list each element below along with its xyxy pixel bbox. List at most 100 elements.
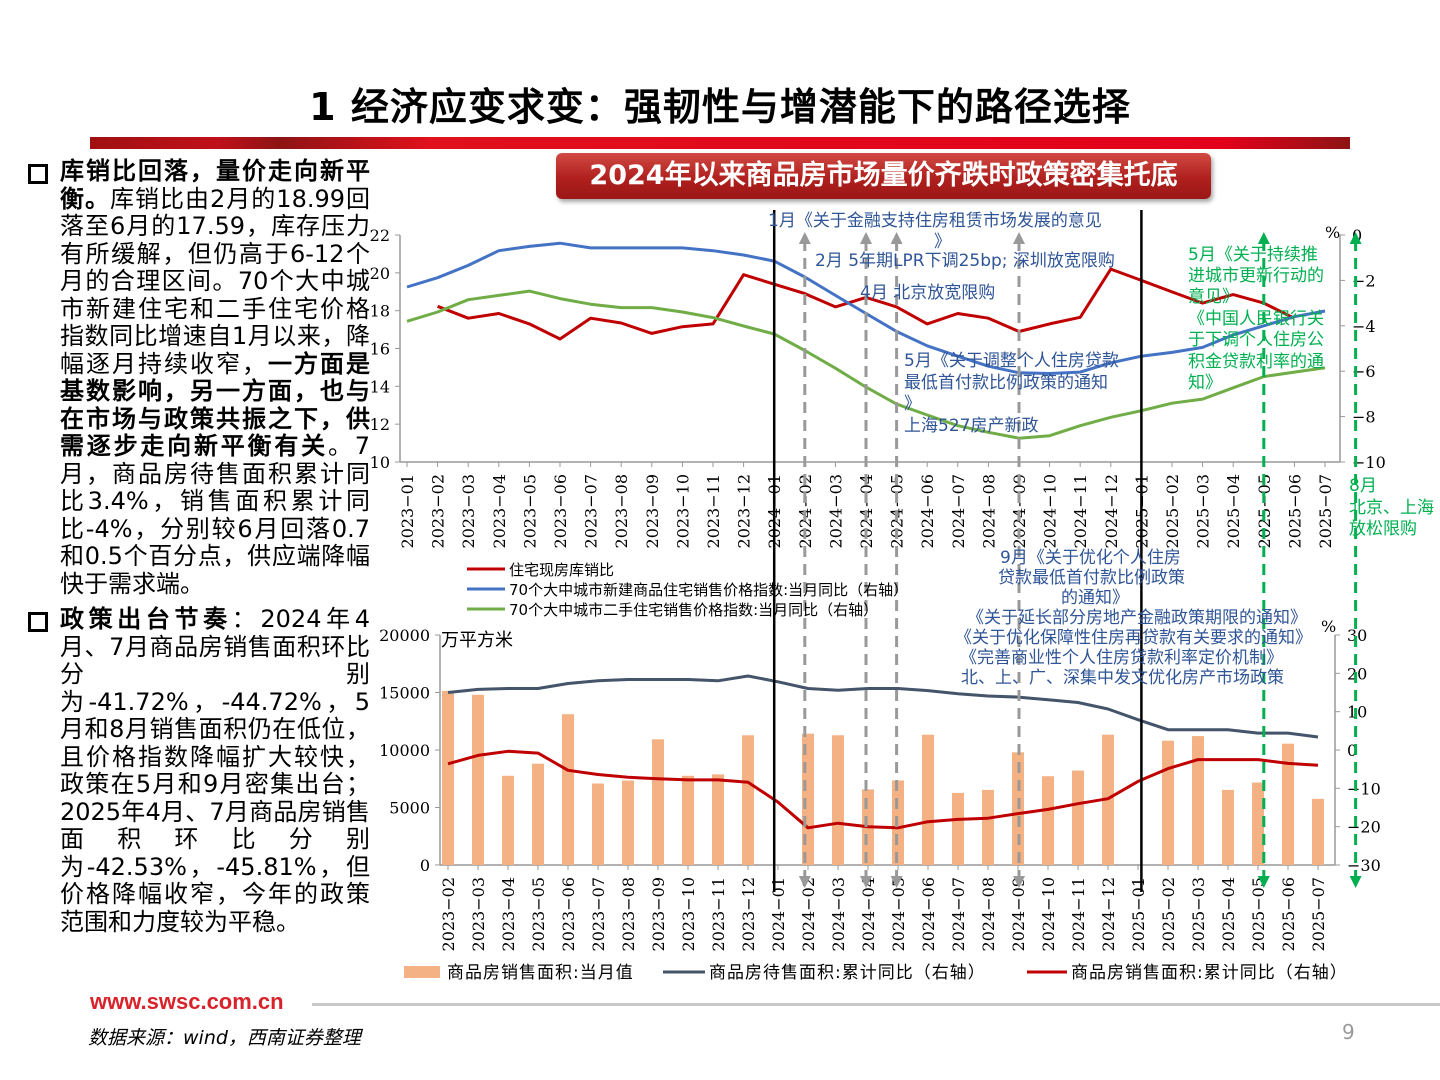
bar bbox=[1222, 789, 1234, 865]
x-tick-label: 2024−10 bbox=[1039, 877, 1058, 951]
x-tick-label: 2024−11 bbox=[1071, 474, 1090, 548]
annotation-may-2025: 意见》 bbox=[1188, 287, 1239, 307]
policy-marker-arrow-down-icon bbox=[860, 876, 872, 888]
x-tick-label: 2024−01 bbox=[769, 877, 788, 951]
y-tick-label: 20000 bbox=[379, 626, 430, 645]
legend-swatch-sales-area bbox=[404, 966, 440, 978]
annotation-sep-2024: 的通知》 bbox=[1061, 588, 1129, 608]
bar bbox=[1282, 743, 1294, 865]
x-tick-label: 2023−05 bbox=[520, 474, 539, 548]
x-tick-label: 2023−08 bbox=[619, 877, 638, 951]
y2-tick-label: −6 bbox=[1352, 362, 1376, 381]
y2-tick-label: −2 bbox=[1352, 271, 1376, 290]
y2-tick-label: −10 bbox=[1347, 779, 1381, 798]
legend-label: 商品房销售面积:当月值 bbox=[447, 963, 634, 983]
annotation-sep-2024-cities: 北、上、广、深集中发文优化房产市场政策 bbox=[961, 668, 1284, 688]
bar bbox=[442, 690, 454, 865]
paragraph-emphasis: 一方面是基数影响，另一方面，也与在市场与政策共振之下，供需逐步走向新平衡有关 bbox=[60, 349, 370, 460]
x-tick-label: 2024−09 bbox=[1009, 877, 1028, 951]
x-tick-label: 2023−03 bbox=[469, 877, 488, 951]
bar bbox=[712, 774, 724, 865]
annotation-sep-2024-extension: 《关于延长部分房地产金融政策期限的通知》 bbox=[967, 608, 1307, 628]
y-tick-label: 10000 bbox=[379, 741, 430, 760]
policy-marker-2025-arrow-up-icon bbox=[1349, 232, 1362, 244]
lower-chart: 0 5000 10000 15000 20000 −30 −20 −10 0 10 20 30 2023… bbox=[379, 626, 1381, 951]
paragraph-text: 。7月，商品房待售面积累计同比3.4%，销售面积累计同比-4%，分别较6月回落0… bbox=[60, 432, 370, 598]
y-tick-label: 0 bbox=[420, 856, 430, 875]
policy-markers bbox=[772, 210, 1362, 892]
x-tick-label: 2023−02 bbox=[429, 474, 448, 548]
y-tick-label: 16 bbox=[370, 340, 390, 359]
x-tick-label: 2024−10 bbox=[1041, 474, 1060, 548]
series-line bbox=[447, 674, 1319, 739]
title-divider-bar bbox=[90, 137, 1350, 149]
legend-label: 商品房待售面积:累计同比（右轴） bbox=[709, 963, 986, 983]
annotation-may-2024: 最低首付款比例政策的通知 bbox=[904, 373, 1108, 393]
x-tick-label: 2023−05 bbox=[529, 877, 548, 951]
policy-marker-2025-arrow-up-icon bbox=[1257, 232, 1270, 244]
bar bbox=[922, 734, 934, 865]
bar bbox=[592, 783, 604, 865]
bar bbox=[1312, 798, 1324, 865]
annotation-may-2025-pboc: 于下调个人住房公 bbox=[1188, 330, 1324, 350]
x-tick-label: 2023−11 bbox=[709, 877, 728, 951]
annotation-may-2025-pboc: 知》 bbox=[1188, 373, 1222, 393]
website-link[interactable]: www.swsc.com.cn bbox=[90, 989, 284, 1014]
x-tick-label: 2024−06 bbox=[919, 877, 938, 951]
data-source: 数据来源：wind，西南证券整理 bbox=[88, 1027, 361, 1049]
annotation-aug-2025: 北京、上海 bbox=[1349, 498, 1434, 518]
footer-divider bbox=[312, 1003, 1440, 1006]
x-tick-label: 2023−03 bbox=[459, 474, 478, 548]
x-tick-label: 2023−06 bbox=[559, 877, 578, 951]
bar bbox=[472, 694, 484, 865]
legend-label: 70个大中城市新建商品住宅销售价格指数:当月同比（右轴） bbox=[509, 581, 908, 599]
x-tick-label: 2025−03 bbox=[1189, 877, 1208, 951]
x-tick-label: 2023−04 bbox=[490, 474, 509, 548]
x-tick-label: 2025−06 bbox=[1279, 877, 1298, 951]
lower-y2-unit: % bbox=[1321, 617, 1336, 636]
legend-label: 70个大中城市二手住宅销售价格指数:当月同比（右轴） bbox=[509, 601, 878, 619]
policy-marker-2025-arrow-down-icon bbox=[1349, 876, 1362, 888]
y2-tick-label: −10 bbox=[1352, 453, 1386, 472]
y-tick-label: 5000 bbox=[389, 799, 430, 818]
x-tick-label: 2023−08 bbox=[612, 474, 631, 548]
bar bbox=[1042, 776, 1054, 865]
bar bbox=[1192, 736, 1204, 865]
annotations-2025: 5月《关于持续推 进城市更新行动的 意见》 《中国人民银行关 于下调个人住房公 … bbox=[1188, 245, 1434, 539]
x-tick-label: 2025−03 bbox=[1194, 474, 1213, 548]
annotation-sep-2024: 9月《关于优化个人住房 bbox=[1000, 548, 1181, 568]
x-tick-label: 2023−09 bbox=[649, 877, 668, 951]
annotation-jan-2024: 1月《关于金融支持住房租赁市场发展的意见 bbox=[768, 211, 1102, 231]
annotation-may-2024-shanghai: 上海527房产新政 bbox=[904, 416, 1038, 436]
x-tick-label: 2024−07 bbox=[949, 877, 968, 951]
x-tick-label: 2025−02 bbox=[1159, 877, 1178, 951]
x-tick-label: 2023−11 bbox=[704, 474, 723, 548]
legend-label: 住宅现房库销比 bbox=[509, 561, 614, 579]
y2-tick-label: −30 bbox=[1347, 856, 1381, 875]
page-number: 9 bbox=[1342, 1020, 1355, 1044]
bar bbox=[952, 792, 964, 865]
x-tick-label: 2024−12 bbox=[1099, 877, 1118, 951]
policy-marker-arrow-down-icon bbox=[798, 876, 811, 888]
annotation-sep-2024: 贷款最低首付款比例政策 bbox=[998, 568, 1185, 588]
annotation-may-2025: 进城市更新行动的 bbox=[1188, 266, 1324, 286]
square-bullet-icon bbox=[28, 164, 48, 184]
annotation-sep-2024-relending: 《关于优化保障性住房再贷款有关要求的通知》 bbox=[955, 628, 1312, 648]
bar bbox=[1072, 770, 1084, 865]
y2-tick-label: 10 bbox=[1347, 703, 1367, 722]
y-tick-label: 14 bbox=[370, 377, 390, 396]
left-text-column: 库销比回落，量价走向新平衡。库销比由2月的18.99回落至6月的17.59，库存… bbox=[28, 157, 371, 936]
paragraph-text: 库销比由2月的18.99回落至6月的17.59，库存压力有所缓解，但仍高于6-1… bbox=[60, 184, 371, 378]
x-tick-label: 2023−12 bbox=[735, 474, 754, 548]
policy-marker-arrow-up-icon bbox=[1013, 232, 1025, 244]
annotation-may-2024: 5月《关于调整个人住房贷款 bbox=[904, 351, 1119, 371]
paragraph-text: ：2024年4月、7月商品房销售面积环比分别为-41.72%，-44.72%，5… bbox=[60, 605, 370, 936]
slide-title: 1 经济应变求变：强韧性与增潜能下的路径选择 bbox=[309, 85, 1131, 129]
x-tick-label: 2025−07 bbox=[1309, 877, 1328, 951]
y-tick-label: 22 bbox=[370, 226, 390, 245]
annotation-may-2025: 5月《关于持续推 bbox=[1188, 245, 1318, 265]
upper-y2-unit: % bbox=[1325, 223, 1340, 242]
series-line bbox=[447, 749, 1319, 830]
annotations-2024: 1月《关于金融支持住房租赁市场发展的意见 》 2月 5年期LPR下调25bp; … bbox=[768, 211, 1312, 688]
annotation-apr-2024: 4月 北京放宽限购 bbox=[860, 283, 995, 303]
